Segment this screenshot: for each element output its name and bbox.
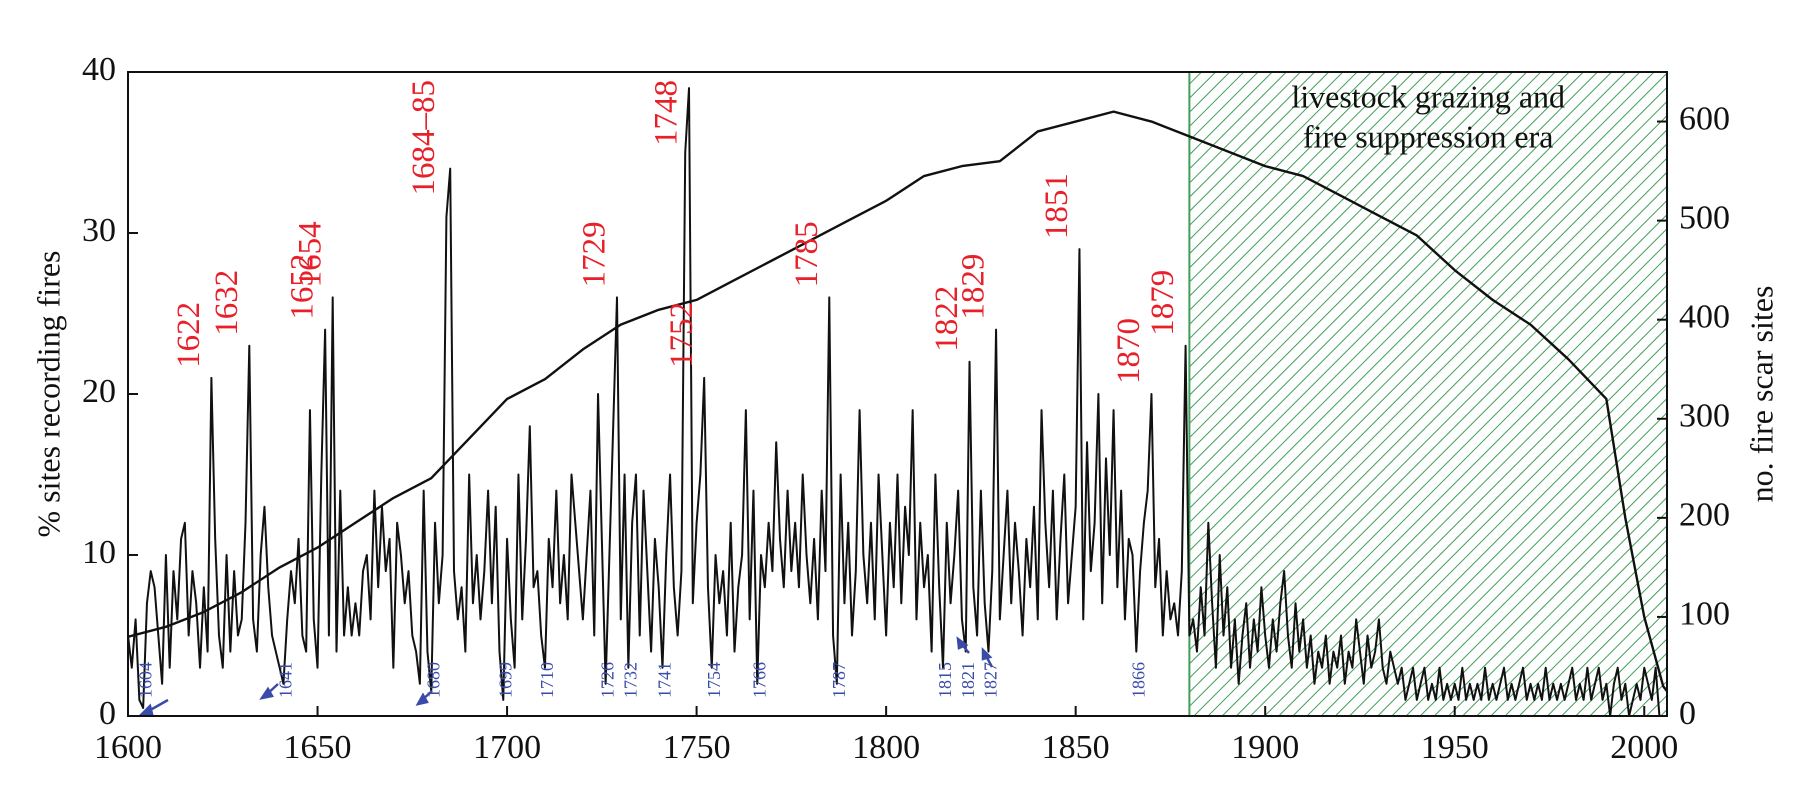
y2-tick-label: 200 [1679,497,1730,534]
minor-year-label: 1710 [537,662,557,698]
era-label: livestock grazing and [1291,78,1565,114]
x-tick-label: 1650 [284,729,352,766]
arrow-head [415,692,429,706]
y-tick-label: 10 [82,534,116,571]
plot [127,87,1668,717]
x-tick-label: 2000 [1610,729,1678,766]
minor-year-label: 1827 [981,662,1001,698]
minor-year-label: 1754 [704,662,724,698]
y2-tick-label: 300 [1679,398,1730,435]
minor-year-label: 1604 [135,662,155,698]
x-tick-label: 1950 [1421,729,1489,766]
x-tick-label: 1600 [94,729,162,766]
fire-year-label: 1851 [1039,173,1075,239]
shaded-area [1189,72,1667,716]
arrow-head [259,686,274,700]
y-tick-label: 40 [82,51,116,88]
minor-year-label: 1766 [749,662,769,698]
y2-tick-label: 0 [1679,695,1696,732]
fire-year-label: 1684–85 [406,80,442,196]
arrow-head [137,703,154,717]
minor-year-label: 1726 [598,662,618,698]
fire-year-label: 1652 [285,254,321,320]
minor-year-label: 1641 [276,662,296,698]
minor-year-label: 1732 [620,662,640,698]
y-axis-title: % sites recording fires [30,250,66,537]
x-tick-label: 1850 [1042,729,1110,766]
minor-year-label: 1699 [495,662,515,698]
y2-tick-label: 100 [1679,596,1730,633]
fire-year-label: 1752 [664,302,700,368]
x-tick-label: 1750 [663,729,731,766]
y-tick-label: 30 [82,212,116,249]
minor-year-label: 1680 [423,662,443,698]
arrow-head [981,646,993,661]
fire-year-label: 1822 [929,286,965,352]
x-tick-label: 1900 [1231,729,1299,766]
fire-year-label: 1785 [789,221,825,287]
x-tick-label: 1700 [473,729,541,766]
y2-tick-label: 400 [1679,298,1730,335]
minor-year-label: 1815 [935,662,955,698]
minor-year-label: 1741 [655,662,675,698]
data-line [127,110,1668,692]
fire-year-label: 1748 [649,80,685,146]
minor-year-label: 1866 [1128,662,1148,698]
minor-year-label: 1787 [829,662,849,698]
y-tick-label: 0 [99,695,116,732]
fire-year-label: 1829 [956,254,992,320]
fire-year-label: 1632 [209,270,245,336]
y-tick-label: 20 [82,373,116,410]
y2-tick-label: 500 [1679,199,1730,236]
minor-year-label: 1821 [958,662,978,698]
fire-year-label: 1870 [1111,318,1147,384]
arrows [137,636,994,717]
x-tick-label: 1800 [852,729,920,766]
fire-year-label: 1729 [577,221,613,287]
arrow-head [956,636,969,650]
fire-year-label: 1654 [292,221,328,287]
era-label: fire suppression era [1303,118,1554,154]
fire-year-label: 1622 [171,302,207,368]
fire-year-label: 1879 [1145,270,1181,336]
y2-tick-label: 600 [1679,100,1730,137]
y2-axis-title: no. fire scar sites [1743,286,1779,503]
data-line [127,87,1661,717]
shaded-region [1188,72,1667,716]
